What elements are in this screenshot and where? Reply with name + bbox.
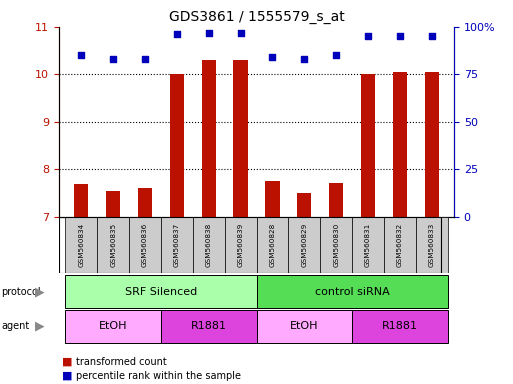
Point xyxy=(364,33,372,40)
Text: GSM560830: GSM560830 xyxy=(333,223,339,267)
Bar xyxy=(129,217,161,273)
Point xyxy=(268,54,277,60)
Bar xyxy=(361,74,375,217)
Bar xyxy=(65,275,256,308)
Text: GSM560831: GSM560831 xyxy=(365,223,371,267)
Point xyxy=(109,56,117,62)
Bar xyxy=(233,60,248,217)
Bar xyxy=(416,217,448,273)
Point xyxy=(205,30,213,36)
Text: percentile rank within the sample: percentile rank within the sample xyxy=(76,371,241,381)
Text: GSM560833: GSM560833 xyxy=(429,223,435,267)
Text: control siRNA: control siRNA xyxy=(314,287,389,297)
Text: GSM560839: GSM560839 xyxy=(238,223,244,267)
Bar xyxy=(265,181,280,217)
Point xyxy=(236,30,245,36)
Text: GSM560828: GSM560828 xyxy=(269,223,275,267)
Point xyxy=(332,52,340,58)
Bar xyxy=(138,189,152,217)
Text: protocol: protocol xyxy=(1,287,41,297)
Text: transformed count: transformed count xyxy=(76,357,167,367)
Bar xyxy=(97,217,129,273)
Bar xyxy=(202,60,216,217)
Bar xyxy=(425,72,439,217)
Text: SRF Silenced: SRF Silenced xyxy=(125,287,197,297)
Bar xyxy=(256,217,288,273)
Bar xyxy=(65,310,161,343)
Title: GDS3861 / 1555579_s_at: GDS3861 / 1555579_s_at xyxy=(169,10,344,25)
Bar xyxy=(65,217,97,273)
Text: R1881: R1881 xyxy=(382,321,418,331)
Bar xyxy=(74,184,88,217)
Text: ■: ■ xyxy=(62,357,72,367)
Text: R1881: R1881 xyxy=(191,321,227,331)
Bar xyxy=(392,72,407,217)
Bar xyxy=(352,217,384,273)
Text: GSM560837: GSM560837 xyxy=(174,223,180,267)
Text: GSM560834: GSM560834 xyxy=(78,223,84,267)
Point xyxy=(173,31,181,38)
Text: EtOH: EtOH xyxy=(290,321,319,331)
Point xyxy=(300,56,308,62)
Bar xyxy=(288,217,320,273)
Text: ▶: ▶ xyxy=(35,320,45,333)
Point xyxy=(141,56,149,62)
Text: ▶: ▶ xyxy=(35,285,45,298)
Bar xyxy=(193,217,225,273)
Point xyxy=(77,52,85,58)
Text: GSM560836: GSM560836 xyxy=(142,223,148,267)
Bar xyxy=(170,74,184,217)
Bar xyxy=(256,275,448,308)
Bar xyxy=(329,183,343,217)
Bar xyxy=(106,191,121,217)
Text: GSM560832: GSM560832 xyxy=(397,223,403,267)
Text: agent: agent xyxy=(1,321,29,331)
Text: EtOH: EtOH xyxy=(99,321,127,331)
Bar xyxy=(161,217,193,273)
Text: ■: ■ xyxy=(62,371,72,381)
Text: GSM560829: GSM560829 xyxy=(301,223,307,267)
Text: GSM560835: GSM560835 xyxy=(110,223,116,267)
Point xyxy=(428,33,436,40)
Text: GSM560838: GSM560838 xyxy=(206,223,212,267)
Bar xyxy=(320,217,352,273)
Bar xyxy=(225,217,256,273)
Point xyxy=(396,33,404,40)
Bar xyxy=(297,193,311,217)
Bar xyxy=(161,310,256,343)
Bar xyxy=(352,310,448,343)
Bar xyxy=(384,217,416,273)
Bar xyxy=(256,310,352,343)
